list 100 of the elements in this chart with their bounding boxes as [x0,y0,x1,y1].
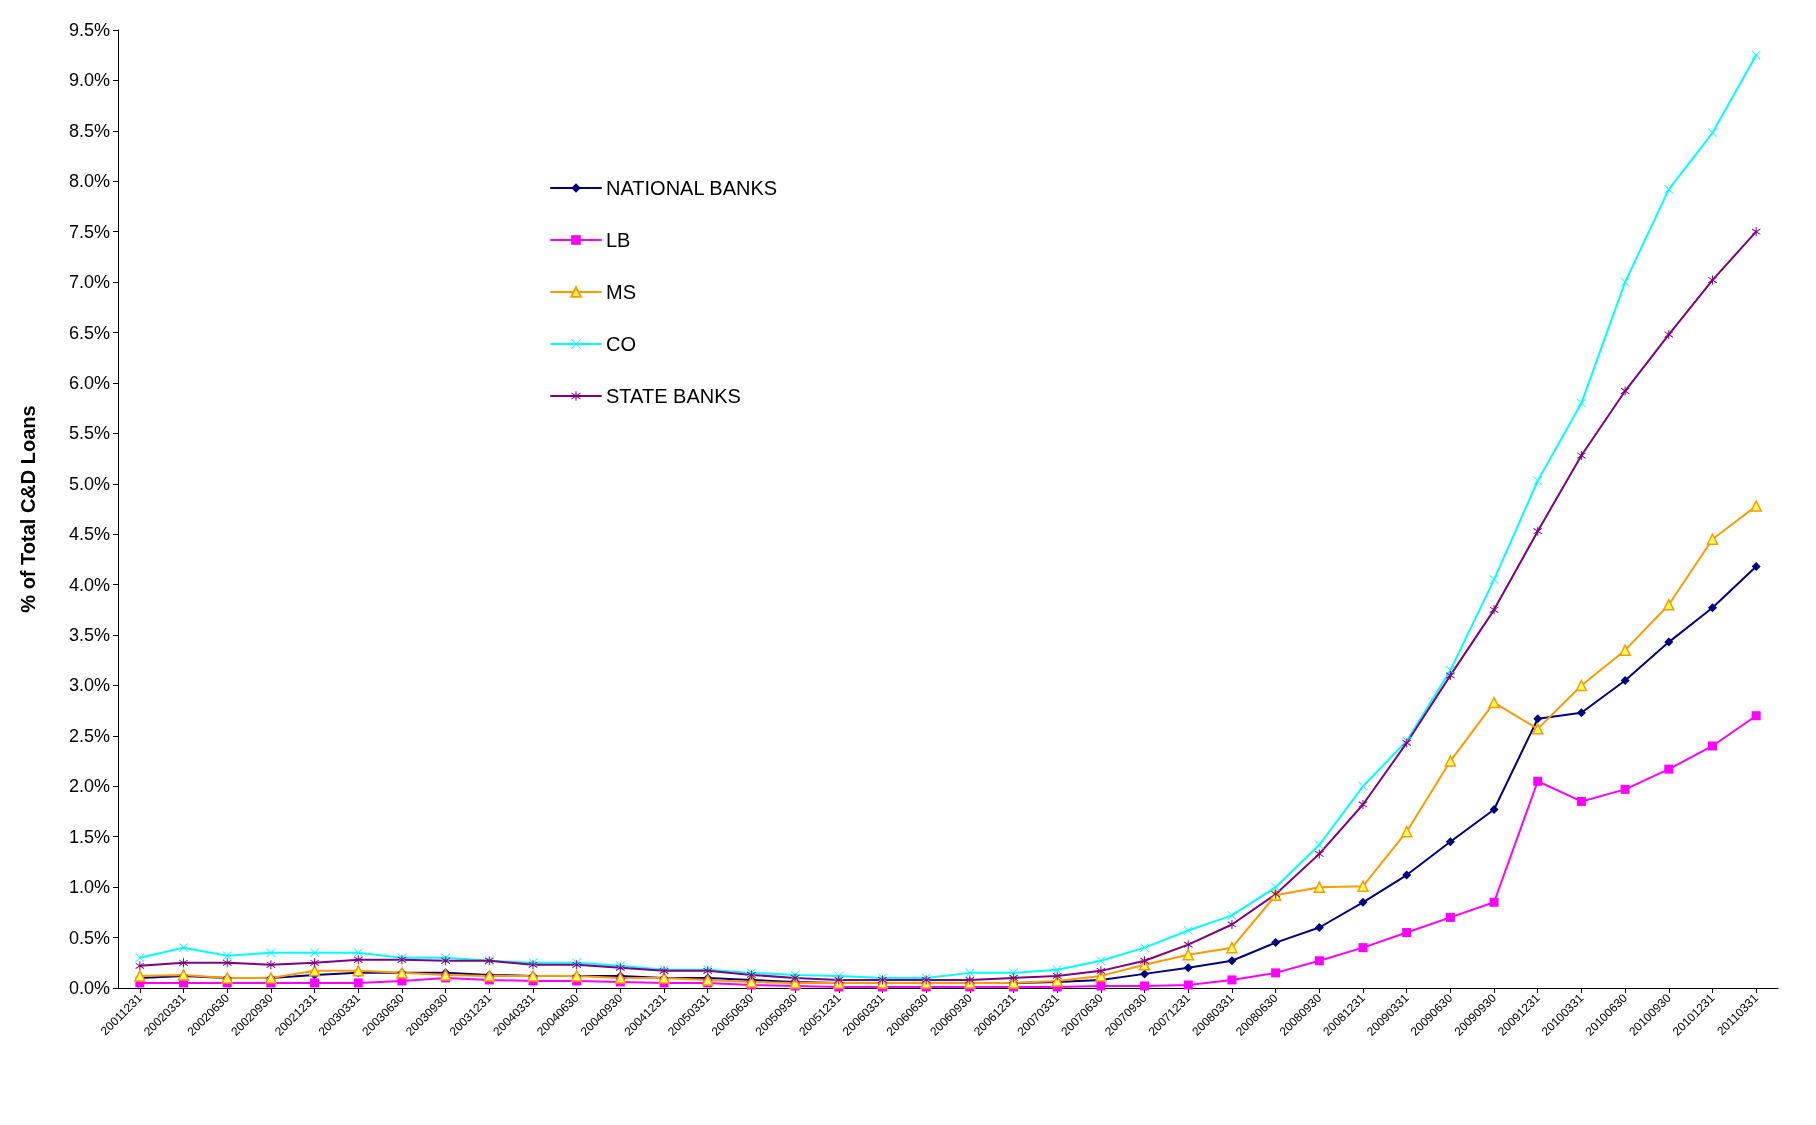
point [353,978,363,988]
point [1052,971,1062,981]
y-tick-label: 2.0% [68,776,110,797]
y-tick-label: 6.5% [68,322,110,343]
point [1314,922,1324,932]
point [353,955,363,965]
point [1445,837,1455,847]
point [1227,956,1237,966]
point [1095,970,1107,982]
point [1664,637,1674,647]
point [1576,398,1586,408]
point [1531,723,1544,735]
legend-label: MS [606,281,636,303]
point [222,958,232,968]
point [1576,796,1586,806]
point [1664,184,1674,194]
point [1707,603,1717,613]
y-tick-label: 6.0% [68,372,110,393]
point [1489,897,1499,907]
y-tick-label: 5.0% [68,473,110,494]
y-tick-label: 4.0% [68,574,110,595]
point [1140,981,1150,991]
point [135,953,145,963]
point [1096,966,1106,976]
point [310,978,320,988]
point [1227,910,1237,920]
point [1357,880,1369,892]
point [1620,784,1630,794]
point [1619,644,1631,656]
point [1445,912,1455,922]
legend-label: LB [606,229,631,251]
point [179,958,189,968]
y-tick-label: 5.5% [68,423,110,444]
point [1402,870,1412,880]
point [1751,711,1761,721]
point [1664,764,1674,774]
point [308,965,321,977]
point [310,958,320,968]
point [1533,776,1543,786]
point [1227,975,1237,985]
point [1750,500,1762,512]
point [1009,973,1019,983]
point [1751,561,1761,571]
y-tick-label: 8.0% [68,171,110,192]
point [1314,956,1324,966]
y-tick-label: 1.5% [68,826,110,847]
y-tick-label: 7.0% [68,272,110,293]
point [1313,881,1326,893]
point [1358,897,1368,907]
point [266,960,276,970]
y-tick-label: 9.5% [68,20,110,40]
point [1576,451,1586,461]
point [1138,959,1151,971]
point [1533,714,1543,724]
point [1706,533,1719,545]
point [1271,968,1281,978]
y-tick-label: 2.5% [68,725,110,746]
y-tick-label: 3.5% [68,625,110,646]
point [1489,575,1499,585]
point [1271,938,1281,948]
point [1575,679,1588,692]
point [1183,980,1193,990]
point [135,961,145,971]
y-tick-label: 0.0% [68,978,110,998]
point [1707,741,1717,751]
legend-label: CO [606,333,636,355]
y-tick-label: 8.5% [68,120,110,141]
point [1576,708,1586,718]
point [1402,928,1412,938]
point [1140,956,1150,966]
point [1751,227,1761,237]
y-tick-label: 3.0% [68,675,110,696]
point [1445,670,1455,680]
point [1533,476,1543,486]
legend-label: NATIONAL BANKS [606,177,778,199]
point [1314,840,1324,850]
y-tick-label: 9.0% [68,70,110,91]
point [1140,969,1150,979]
point [1620,675,1630,685]
point [353,948,363,958]
point [1444,755,1457,767]
point [1707,275,1717,285]
y-tick-label: 0.5% [68,927,110,948]
y-axis-title: % of Total C&D Loans [17,405,39,613]
point [1533,526,1543,536]
point [1358,943,1368,953]
point [1183,963,1193,973]
point [1489,805,1499,815]
point [1400,825,1413,838]
y-tick-label: 1.0% [68,877,110,898]
point [1314,849,1324,859]
point [1663,599,1675,611]
point [1489,605,1499,615]
y-tick-label: 7.5% [68,221,110,242]
point [222,951,232,961]
point [1226,941,1238,954]
legend-label: STATE BANKS [606,385,741,407]
point [1664,330,1674,340]
y-tick-label: 4.5% [68,524,110,545]
point [1620,386,1630,396]
